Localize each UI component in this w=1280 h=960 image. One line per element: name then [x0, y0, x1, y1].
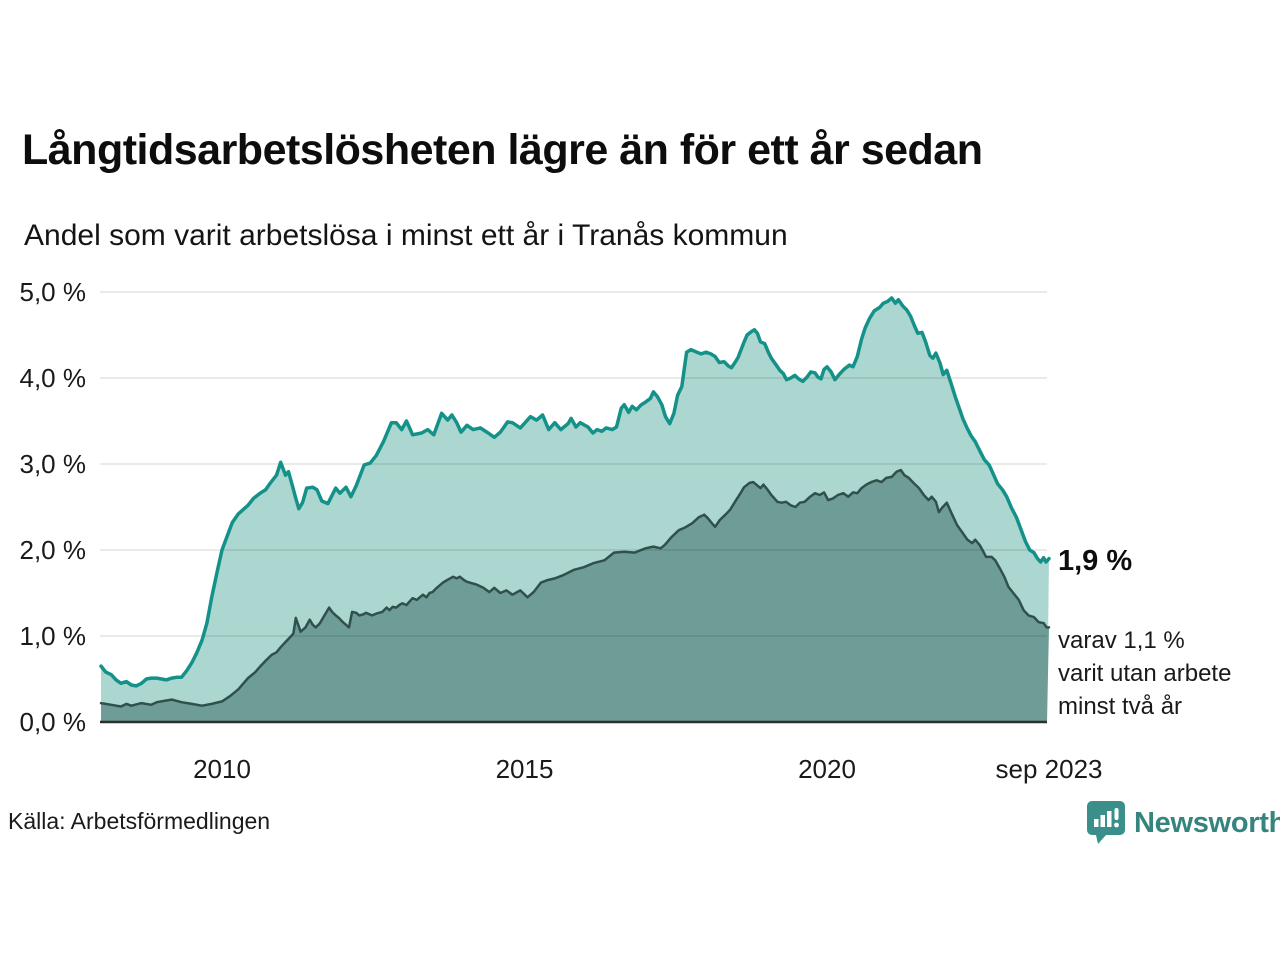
source-note: Källa: Arbetsförmedlingen [8, 808, 271, 834]
y-tick-label: 5,0 % [19, 277, 87, 307]
sub-annotation-line: varit utan arbete [1058, 660, 1232, 687]
latest-value-sub-annotation: varav 1,1 % varit utan arbete minst två … [1058, 624, 1231, 723]
series-line-1 [99, 468, 1051, 708]
y-tick-label: 4,0 % [19, 363, 87, 393]
x-tick-label: 2010 [193, 754, 251, 784]
sub-annotation-line: minst två år [1058, 693, 1183, 720]
brand-logo: Newsworthy [1086, 799, 1280, 847]
latest-value-annotation: 1,9 % [1058, 545, 1133, 577]
newsworthy-logo-icon [1087, 801, 1125, 844]
brand-name: Newsworthy [1134, 806, 1280, 839]
page-subtitle: Andel som varit arbetslösa i minst ett å… [24, 219, 788, 252]
sub-annotation-line: varav 1,1 % [1058, 627, 1185, 654]
series-fill-1 [101, 470, 1049, 722]
x-tick-label: sep 2023 [995, 754, 1103, 784]
page-title: Långtidsarbetslösheten lägre än för ett … [22, 126, 983, 174]
x-tick-label: 2015 [495, 754, 554, 784]
y-tick-label: 1,0 % [19, 621, 87, 651]
series-line-0 [99, 296, 1051, 688]
y-tick-label: 2,0 % [19, 535, 87, 565]
y-tick-label: 3,0 % [19, 449, 87, 479]
y-tick-label: 0,0 % [19, 707, 87, 737]
x-tick-label: 2020 [798, 754, 856, 784]
